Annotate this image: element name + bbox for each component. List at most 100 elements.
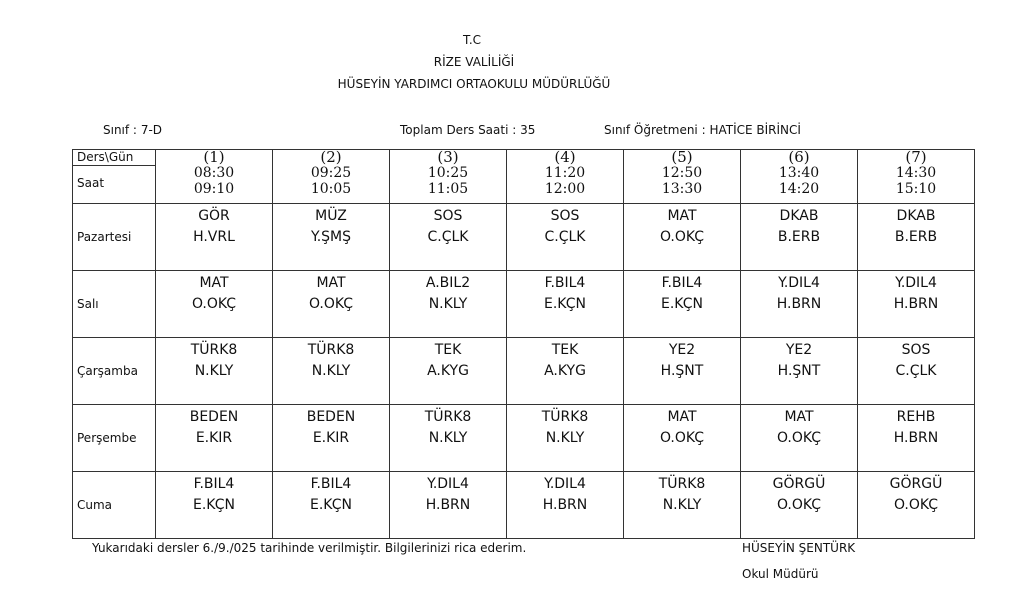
teacher: O.OKÇ xyxy=(776,497,822,513)
teacher: O.OKÇ xyxy=(659,229,705,245)
day-cell: Perşembe xyxy=(72,404,156,472)
subject: F.BIL4 xyxy=(661,275,703,291)
day-row: Salı MAT O.OKÇ MAT O.OKÇ A.BIL2 N.KLY F.BIL4 E.K… xyxy=(72,270,975,338)
lesson-cell: TÜRK8 N.KLY xyxy=(389,404,507,472)
day-label: Salı xyxy=(77,297,99,311)
teacher: H.BRN xyxy=(542,497,588,513)
teacher: H.BRN xyxy=(425,497,471,513)
period-number: (1) xyxy=(203,148,225,166)
subject: YE2 xyxy=(785,342,813,358)
lesson-cell: F.BIL4 E.KÇN xyxy=(623,270,741,338)
teacher: H.BRN xyxy=(893,430,939,446)
teacher: O.OKÇ xyxy=(191,296,237,312)
lesson-cell: TÜRK8 N.KLY xyxy=(623,471,741,539)
principal-name: HÜSEYİN ŞENTÜRK xyxy=(742,541,856,555)
lesson-cell: TEK A.KYG xyxy=(506,337,624,405)
teacher: C.ÇLK xyxy=(427,229,469,245)
lesson-cell: YE2 H.ŞNT xyxy=(740,337,858,405)
teacher: H.ŞNT xyxy=(777,363,821,379)
lesson-cell: TÜRK8 N.KLY xyxy=(272,337,390,405)
teacher: E.KÇN xyxy=(193,497,235,513)
teacher: H.BRN xyxy=(893,296,939,312)
subject: TÜRK8 xyxy=(658,476,706,492)
day-row: Çarşamba TÜRK8 N.KLY TÜRK8 N.KLY TEK A.KYG TEK A… xyxy=(72,337,975,405)
subject: TEK xyxy=(434,342,462,358)
subject: MAT xyxy=(199,275,229,291)
subject: A.BIL2 xyxy=(425,275,471,291)
lesson-cell: MÜZ Y.ŞMŞ xyxy=(272,203,390,271)
lesson-cell: TÜRK8 N.KLY xyxy=(155,337,273,405)
header-school: HÜSEYİN YARDIMCI ORTAOKULU MÜDÜRLÜĞÜ xyxy=(337,77,611,91)
teacher: N.KLY xyxy=(545,430,585,446)
end-time: 09:10 xyxy=(193,181,235,197)
lesson-cell: F.BIL4 E.KÇN xyxy=(272,471,390,539)
class-info: Sınıf : 7-D xyxy=(103,123,163,137)
subject: MAT xyxy=(784,409,814,425)
subject: TÜRK8 xyxy=(190,342,238,358)
day-row: Cuma F.BIL4 E.KÇN F.BIL4 E.KÇN Y.DIL4 H.BRN Y.D… xyxy=(72,471,975,539)
subject: YE2 xyxy=(668,342,696,358)
subject: GÖR xyxy=(198,208,230,224)
class-teacher: Sınıf Öğretmeni : HATİCE BİRİNCİ xyxy=(604,123,801,137)
period-number: (5) xyxy=(671,148,693,166)
teacher: N.KLY xyxy=(428,296,468,312)
teacher: N.KLY xyxy=(662,497,702,513)
header-row: Ders\Gün Saat (1) 08:30 09:10 (2) 09:25 10:05(… xyxy=(72,148,975,204)
end-time: 12:00 xyxy=(544,181,586,197)
teacher: E.KIR xyxy=(312,430,350,446)
day-row: Pazartesi GÖR H.VRL MÜZ Y.ŞMŞ SOS C.ÇLK SOS C.ÇL… xyxy=(72,203,975,271)
lesson-cell: SOS C.ÇLK xyxy=(506,203,624,271)
subject: Y.DIL4 xyxy=(544,476,586,492)
subject: F.BIL4 xyxy=(544,275,586,291)
teacher: C.ÇLK xyxy=(544,229,586,245)
lesson-cell: MAT O.OKÇ xyxy=(623,404,741,472)
teacher: C.ÇLK xyxy=(895,363,937,379)
start-time: 12:50 xyxy=(661,165,703,181)
day-cell: Pazartesi xyxy=(72,203,156,271)
subject: GÖRGÜ xyxy=(889,476,943,492)
principal-title: Okul Müdürü xyxy=(742,567,819,581)
teacher: O.OKÇ xyxy=(308,296,354,312)
teacher: B.ERB xyxy=(777,229,821,245)
subject: TEK xyxy=(551,342,579,358)
teacher: A.KYG xyxy=(427,363,469,379)
day-label: Çarşamba xyxy=(77,364,138,378)
subject: TÜRK8 xyxy=(424,409,472,425)
subject: DKAB xyxy=(896,208,936,224)
lesson-cell: TEK A.KYG xyxy=(389,337,507,405)
subject: SOS xyxy=(433,208,463,224)
subject: MAT xyxy=(316,275,346,291)
subject: BEDEN xyxy=(306,409,356,425)
period-number: (6) xyxy=(788,148,810,166)
teacher: H.BRN xyxy=(776,296,822,312)
lesson-cell: MAT O.OKÇ xyxy=(740,404,858,472)
lesson-cell: MAT O.OKÇ xyxy=(272,270,390,338)
lesson-cell: GÖRGÜ O.OKÇ xyxy=(740,471,858,539)
start-time: 13:40 xyxy=(778,165,820,181)
lesson-cell: SOS C.ÇLK xyxy=(389,203,507,271)
end-time: 15:10 xyxy=(895,181,937,197)
day-label: Pazartesi xyxy=(77,230,132,244)
start-time: 10:25 xyxy=(427,165,469,181)
lesson-cell: F.BIL4 E.KÇN xyxy=(155,471,273,539)
lesson-cell: BEDEN E.KIR xyxy=(272,404,390,472)
subject: F.BIL4 xyxy=(310,476,352,492)
period-header: (6) 13:40 14:20 xyxy=(740,148,858,204)
lesson-cell: TÜRK8 N.KLY xyxy=(506,404,624,472)
lesson-cell: SOS C.ÇLK xyxy=(857,337,975,405)
subject: MAT xyxy=(667,409,697,425)
teacher: B.ERB xyxy=(894,229,938,245)
period-number: (3) xyxy=(437,148,459,166)
end-time: 14:20 xyxy=(778,181,820,197)
start-time: 11:20 xyxy=(544,165,586,181)
period-header: (2) 09:25 10:05 xyxy=(272,149,390,204)
period-number: (4) xyxy=(554,148,576,166)
subject: TÜRK8 xyxy=(307,342,355,358)
lesson-cell: MAT O.OKÇ xyxy=(155,270,273,338)
lesson-cell: F.BIL4 E.KÇN xyxy=(506,270,624,338)
subject: MAT xyxy=(667,208,697,224)
teacher: N.KLY xyxy=(194,363,234,379)
day-row: Perşembe BEDEN E.KIR BEDEN E.KIR TÜRK8 N.KLY TÜ… xyxy=(72,404,975,472)
subject: DKAB xyxy=(779,208,819,224)
header-governorship: RİZE VALİLİĞİ xyxy=(433,55,515,69)
